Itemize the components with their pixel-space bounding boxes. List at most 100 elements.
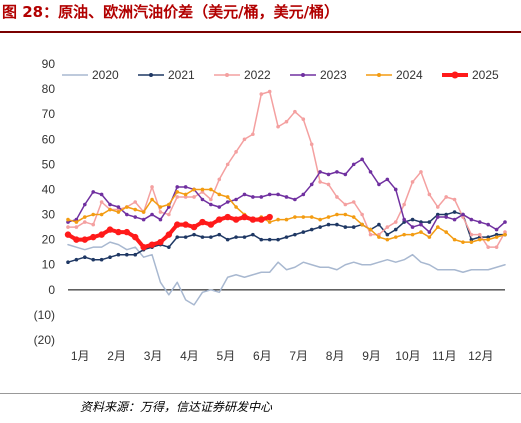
data-point [242, 235, 247, 239]
data-point [232, 216, 240, 223]
data-point [309, 215, 314, 219]
legend-label-2022: 2022 [244, 68, 271, 82]
data-point [175, 185, 180, 189]
legend-label-2021: 2021 [168, 68, 195, 82]
data-point [326, 172, 331, 177]
data-point [427, 220, 432, 224]
data-point [74, 225, 79, 229]
data-point [377, 182, 381, 187]
data-point [259, 237, 264, 242]
data-point [140, 243, 147, 251]
data-point [385, 237, 390, 242]
data-point [234, 235, 238, 239]
data-point [251, 232, 255, 237]
data-point [377, 222, 381, 227]
data-point [393, 187, 398, 192]
data-point [385, 177, 390, 182]
data-point [284, 119, 289, 124]
series-2025 [64, 213, 273, 251]
data-point [486, 222, 490, 227]
data-point [81, 236, 89, 243]
data-point [326, 215, 331, 219]
title-rule [0, 31, 521, 33]
data-point [66, 217, 70, 222]
data-point [167, 205, 171, 209]
data-point [486, 245, 490, 249]
data-point [175, 195, 180, 199]
data-point [435, 225, 440, 229]
data-point [259, 92, 264, 96]
data-point [190, 223, 198, 231]
data-point [132, 233, 139, 241]
data-point [217, 177, 222, 182]
data-point [241, 213, 248, 221]
data-point [251, 195, 255, 199]
legend-label-2025: 2025 [472, 68, 499, 82]
data-point [435, 212, 440, 217]
data-point [209, 235, 213, 239]
data-point [469, 217, 474, 222]
data-point [293, 215, 297, 219]
y-tick-label: 80 [42, 82, 56, 96]
x-tick-label: 6月 [253, 349, 272, 363]
data-point [486, 237, 490, 242]
series-2020 [67, 241, 506, 306]
data-point [74, 217, 79, 222]
data-point [494, 232, 499, 237]
legend-marker-2024 [377, 73, 381, 77]
data-point [402, 232, 406, 237]
data-point [318, 217, 322, 222]
data-point [217, 232, 222, 237]
data-point [335, 212, 339, 217]
data-point [503, 220, 507, 224]
y-tick-label: 30 [42, 208, 56, 222]
data-point [419, 230, 423, 234]
data-point [452, 210, 457, 214]
x-tick-label: 2月 [107, 349, 126, 363]
data-point [66, 220, 70, 224]
y-tick-label: 40 [42, 182, 56, 196]
data-point [368, 227, 373, 232]
data-point [183, 235, 188, 239]
data-point [503, 230, 507, 234]
data-point [335, 195, 339, 199]
data-point [309, 227, 314, 232]
data-point [167, 202, 171, 207]
data-point [98, 231, 105, 238]
data-point [410, 225, 415, 229]
data-point [377, 235, 381, 239]
data-point [200, 197, 205, 202]
data-point [402, 202, 406, 207]
data-point [276, 237, 280, 242]
data-point [99, 200, 104, 204]
data-point [293, 197, 297, 202]
x-tick-label: 10月 [395, 349, 420, 363]
data-point [91, 212, 96, 217]
data-point [115, 228, 122, 236]
y-tick-label: (20) [34, 333, 55, 347]
data-point [242, 137, 247, 142]
data-point [125, 205, 129, 209]
x-tick-label: 11月 [432, 349, 456, 363]
legend-marker-2021 [149, 73, 153, 77]
data-point [360, 157, 364, 162]
data-point [192, 195, 196, 199]
data-point [99, 212, 104, 217]
data-point [385, 232, 390, 237]
data-point [461, 212, 465, 217]
data-point [419, 170, 423, 174]
data-point [276, 217, 280, 222]
data-point [452, 237, 457, 242]
data-point [200, 235, 205, 239]
data-point [351, 215, 356, 219]
data-point [267, 89, 272, 94]
data-point [469, 237, 474, 242]
data-point [116, 210, 121, 214]
y-tick-label: 50 [42, 157, 56, 171]
data-point [225, 200, 230, 204]
data-point [301, 117, 306, 121]
legend-label-2023: 2023 [320, 68, 347, 82]
data-point [318, 180, 322, 184]
source-note: 资料来源：万得，信达证券研发中心 [80, 400, 273, 414]
chart-series [64, 89, 507, 306]
